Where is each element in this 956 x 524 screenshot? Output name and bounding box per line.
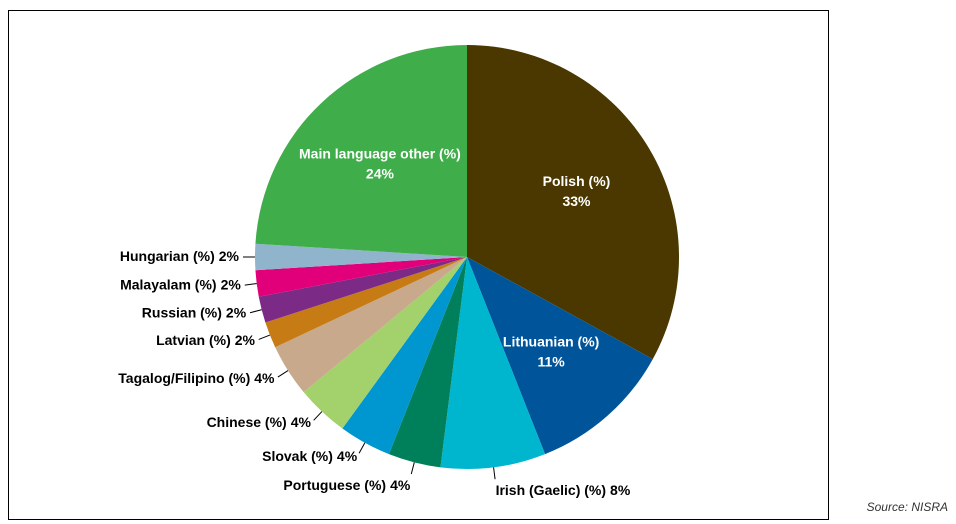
leader-line	[277, 370, 289, 378]
slice-label: Main language other (%) 24%	[299, 145, 461, 181]
value-label: 11%	[537, 353, 565, 369]
pie-slice	[342, 257, 467, 455]
pie-slice	[258, 257, 467, 323]
category-label: Malayalam (%)	[120, 276, 216, 292]
value-label: 4%	[291, 414, 312, 430]
slice-label: Lithuanian (%) 11%	[503, 333, 599, 369]
category-label: Portuguese (%)	[283, 477, 386, 493]
pie-slice	[255, 257, 467, 297]
category-label: Tagalog/Filipino (%)	[118, 370, 250, 386]
pie-slice	[265, 257, 467, 348]
leader-line	[493, 467, 496, 480]
leader-line	[358, 442, 366, 454]
pie-slice	[440, 257, 546, 469]
slice-label: Latvian (%) 2%	[156, 332, 255, 348]
slice-label: Slovak (%) 4%	[262, 448, 358, 464]
category-label: Slovak (%)	[262, 448, 333, 464]
slice-label: Hungarian (%) 2%	[120, 248, 240, 264]
pie-slice	[467, 257, 653, 455]
value-label: 2%	[221, 276, 242, 292]
category-label: Lithuanian (%)	[503, 333, 599, 349]
category-label: Main language other (%)	[299, 145, 461, 161]
slice-label: Tagalog/Filipino (%) 4%	[118, 370, 275, 386]
category-label: Polish (%)	[543, 173, 611, 189]
category-label: Latvian (%)	[156, 332, 231, 348]
pie-slice	[388, 257, 467, 468]
leader-line	[313, 411, 323, 421]
slice-label: Chinese (%) 4%	[207, 414, 312, 430]
value-label: 4%	[390, 477, 411, 493]
pie-slice	[303, 257, 467, 429]
pie-slice	[255, 45, 467, 257]
slice-label: Russian (%) 2%	[142, 304, 247, 320]
source: Source: NISRA	[867, 500, 948, 514]
value-label: 33%	[562, 193, 591, 209]
value-label: 2%	[219, 248, 240, 264]
value-label: 2%	[235, 332, 256, 348]
leader-line	[410, 462, 415, 475]
slice-label: Malayalam (%) 2%	[120, 276, 241, 292]
category-label: Hungarian (%)	[120, 248, 215, 264]
value-label: 8%	[610, 482, 631, 498]
slice-label: Portuguese (%) 4%	[283, 477, 410, 493]
slice-label: Irish (Gaelic) (%) 8%	[496, 482, 631, 498]
slice-label: Polish (%) 33%	[543, 173, 611, 209]
pie-slice	[275, 257, 467, 393]
value-label: 24%	[366, 165, 395, 181]
value-label: 4%	[254, 370, 275, 386]
leader-line	[244, 283, 257, 286]
pie-slice	[467, 45, 680, 360]
category-label: Chinese (%)	[207, 414, 287, 430]
leader-line	[249, 309, 262, 314]
category-label: Irish (Gaelic) (%)	[496, 482, 606, 498]
leader-line	[258, 334, 271, 340]
category-label: Russian (%)	[142, 304, 222, 320]
pie-slice	[255, 243, 467, 271]
value-label: 2%	[226, 304, 247, 320]
value-label: 4%	[337, 448, 358, 464]
